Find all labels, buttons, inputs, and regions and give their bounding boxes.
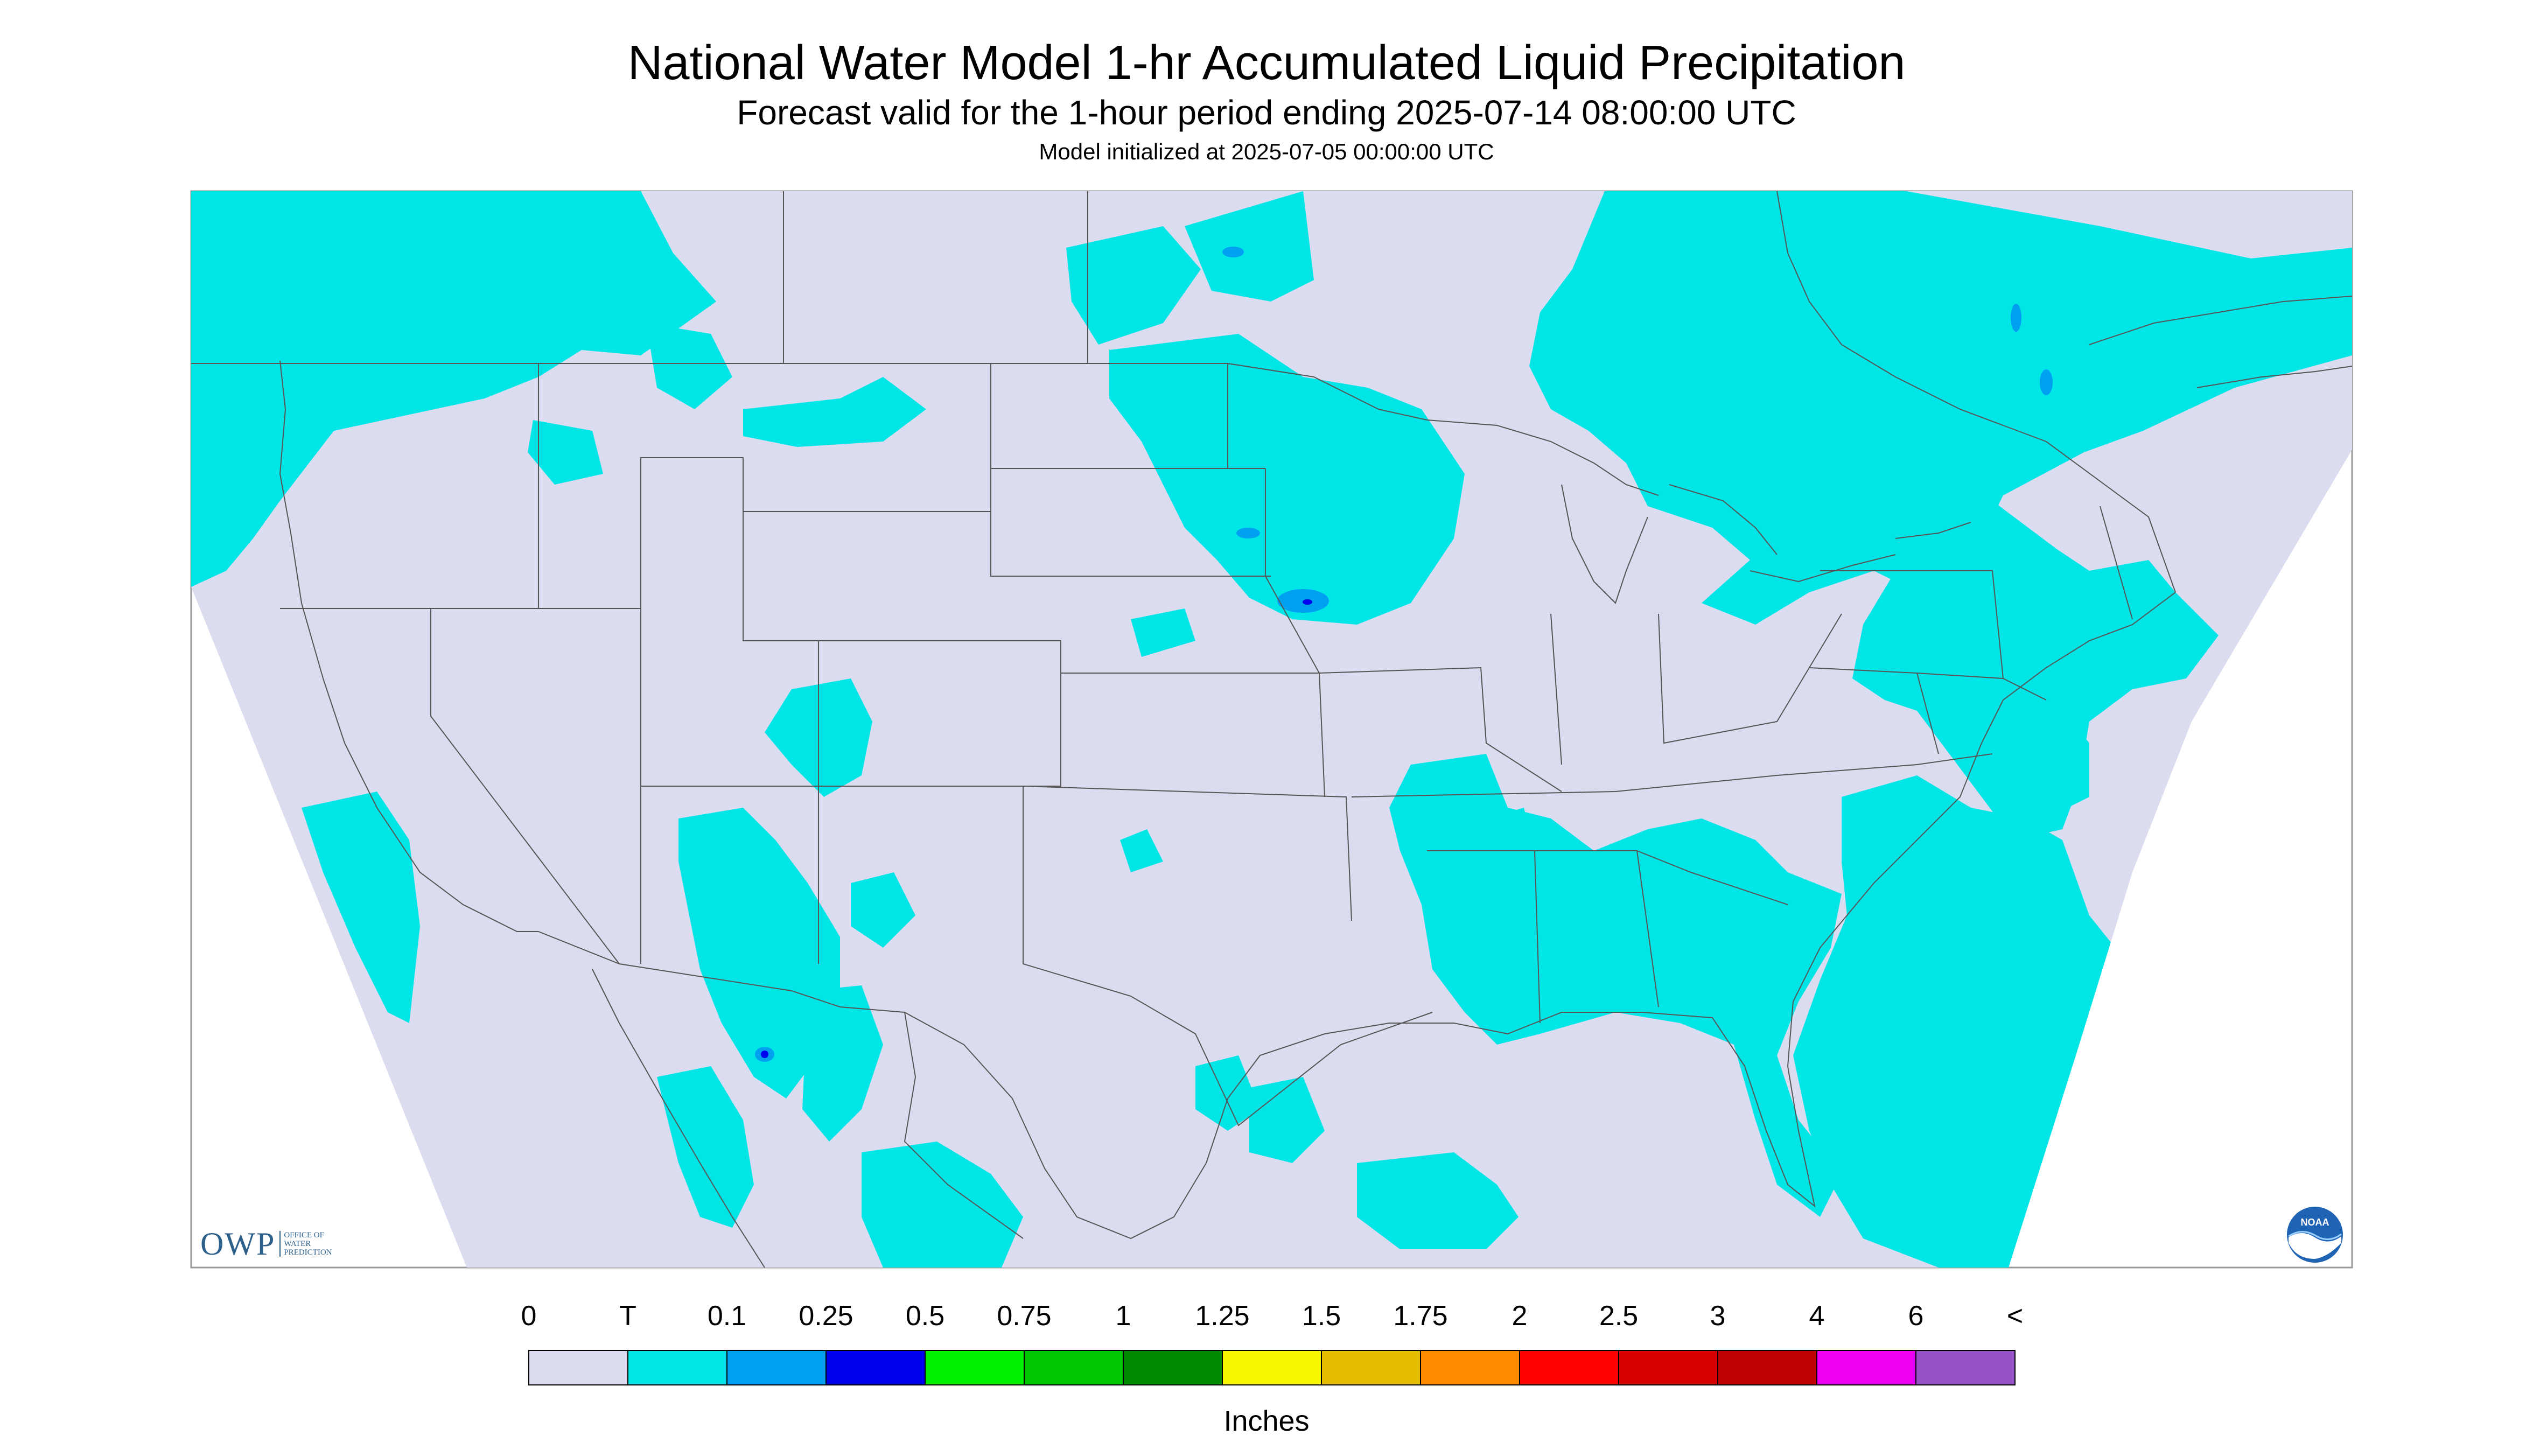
legend-units: Inches	[1223, 1405, 1310, 1437]
legend-label: 0.5	[905, 1300, 945, 1332]
legend-label: 1	[1115, 1300, 1131, 1332]
noaa-logo-icon: NOAA	[2287, 1207, 2343, 1263]
legend-swatch	[1618, 1350, 1718, 1385]
legend-label: 3	[1710, 1300, 1726, 1332]
legend-label: 0.1	[707, 1300, 747, 1332]
legend-label: T	[619, 1300, 636, 1332]
legend-swatch	[1123, 1350, 1223, 1385]
legend-label: 1.5	[1302, 1300, 1341, 1332]
legend-label: 0.75	[997, 1300, 1052, 1332]
legend-label: <	[2006, 1300, 2024, 1332]
legend-swatch	[726, 1350, 827, 1385]
legend-label: 1.75	[1393, 1300, 1448, 1332]
political-boundaries	[191, 191, 2353, 1268]
legend-labels: 0 T 0.1 0.25 0.5 0.75 1 1.25 1.5 1.75 2 2.5 3 4 6 <	[0, 1300, 2533, 1338]
legend-swatch	[1717, 1350, 1817, 1385]
legend-swatch	[1519, 1350, 1619, 1385]
legend-swatch	[627, 1350, 727, 1385]
legend-swatch	[1420, 1350, 1520, 1385]
legend-label: 2.5	[1599, 1300, 1639, 1332]
legend-swatch	[528, 1350, 628, 1385]
legend-swatch	[825, 1350, 926, 1385]
legend-swatch	[1816, 1350, 1916, 1385]
model-init-time: Model initialized at 2025-07-05 00:00:00…	[1039, 139, 1494, 164]
map-subtitle: Forecast valid for the 1-hour period end…	[737, 93, 1796, 132]
legend-label: 6	[1908, 1300, 1924, 1332]
legend-colorbar	[528, 1350, 2016, 1385]
legend-label: 2	[1512, 1300, 1528, 1332]
legend-swatch	[1915, 1350, 2016, 1385]
noaa-logo-text: NOAA	[2301, 1217, 2329, 1228]
legend-label: 0	[521, 1300, 537, 1332]
legend-label: 0.25	[799, 1300, 853, 1332]
legend-swatch	[1222, 1350, 1322, 1385]
legend-label: 1.25	[1195, 1300, 1250, 1332]
legend-label: 4	[1809, 1300, 1825, 1332]
map-title: National Water Model 1-hr Accumulated Li…	[627, 36, 1906, 90]
legend-swatch	[1321, 1350, 1421, 1385]
owp-logo-mark: OWP	[200, 1226, 276, 1262]
legend-swatch	[1024, 1350, 1124, 1385]
owp-logo-text: OFFICE OF WATER PREDICTION	[279, 1231, 332, 1257]
owp-logo: OWP OFFICE OF WATER PREDICTION	[200, 1222, 332, 1265]
legend-swatch	[925, 1350, 1025, 1385]
